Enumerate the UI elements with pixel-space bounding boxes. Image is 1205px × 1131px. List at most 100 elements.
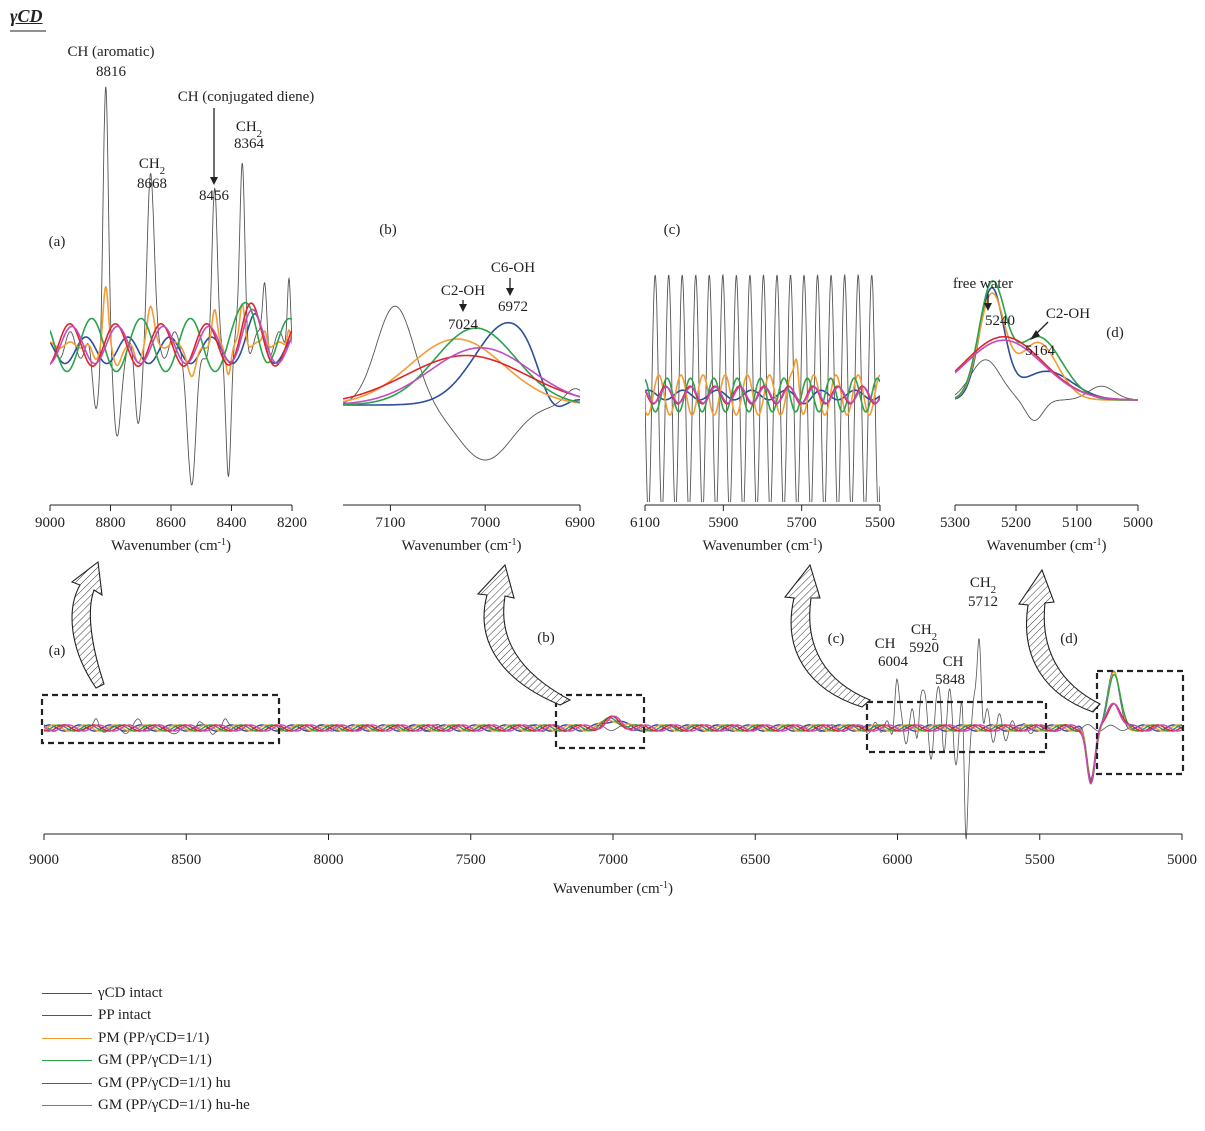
tick-label-main-6500: 6500 (740, 852, 770, 868)
series-gcd_intact-b (343, 321, 580, 408)
legend-item-pp_intact: PP intact (42, 1005, 250, 1028)
series-gm_huhe-b (343, 347, 580, 405)
annot-main-3-value: 5712 (968, 594, 998, 610)
tick-label-a-8800: 8800 (96, 515, 126, 531)
legend-item-gm: GM (PP/γCD=1/1) (42, 1050, 250, 1073)
tick-label-main-6000: 6000 (883, 852, 913, 868)
region-label-0: (a) (49, 643, 66, 659)
zoom-box-1 (554, 693, 646, 750)
annot-d-1-arrow-head (1030, 330, 1040, 340)
xlabel-b: Wavenumber (cm-1) (401, 537, 521, 555)
legend-swatch-gm (42, 1060, 92, 1062)
legend-item-gcd_intact: γCD intact (42, 982, 250, 1005)
tick-label-a-8600: 8600 (156, 515, 186, 531)
tick-label-a-9000: 9000 (35, 515, 65, 531)
legend: γCD intact PP intact PM (PP/γCD=1/1) GM (PP… (42, 982, 250, 1117)
legend-label-pm: PM (PP/γCD=1/1) (98, 1029, 210, 1046)
panel-c-lines (645, 273, 880, 502)
region-label-1: (b) (537, 630, 555, 646)
panel-b-lines (343, 305, 580, 461)
annot-a-0-value: 8816 (96, 64, 127, 80)
series-gm_hu-b (343, 354, 580, 400)
series-gm_huhe-a (50, 308, 292, 365)
legend-label-gm_huhe: GM (PP/γCD=1/1) hu-he (98, 1097, 250, 1114)
tick-label-main-5500: 5500 (1025, 852, 1055, 868)
tick-label-c-6100: 6100 (630, 515, 660, 531)
tick-label-main-7500: 7500 (456, 852, 486, 868)
annot-d-0-arrow-head (984, 303, 992, 311)
tick-label-b-6900: 6900 (565, 515, 595, 531)
region-label-3: (d) (1060, 631, 1078, 647)
series-pp_intact-b (343, 305, 580, 461)
series-gm-b (343, 327, 580, 406)
figure-title: γCD (10, 6, 43, 26)
legend-swatch-pp_intact (42, 1015, 92, 1017)
legend-label-gcd_intact: γCD intact (98, 984, 163, 1001)
tick-label-main-7000: 7000 (598, 852, 628, 868)
panel-label-c: (c) (664, 222, 681, 238)
legend-item-gm_hu: GM (PP/γCD=1/1) hu (42, 1072, 250, 1095)
annot-a-3-value: 8364 (234, 136, 265, 152)
annot-d-1-value: 5164 (1025, 343, 1056, 359)
annot-main-0-value: 6004 (878, 654, 909, 670)
panel-a-lines (50, 86, 292, 486)
annot-b-1-value: 6972 (498, 299, 528, 315)
annot-b-1-label: C6-OH (491, 260, 535, 276)
legend-item-gm_huhe: GM (PP/γCD=1/1) hu-he (42, 1095, 250, 1118)
tick-label-a-8400: 8400 (217, 515, 247, 531)
panel-label-d: (d) (1106, 325, 1124, 341)
xlabel-main: Wavenumber (cm-1) (553, 880, 673, 898)
region-label-2: (c) (828, 631, 845, 647)
annot-main-1-label: CH2 (911, 622, 937, 643)
legend-label-gm_hu: GM (PP/γCD=1/1) hu (98, 1074, 231, 1091)
zoom-box-0 (40, 693, 281, 745)
legend-item-pm: PM (PP/γCD=1/1) (42, 1027, 250, 1050)
series-pm-c (645, 358, 880, 416)
series-pp_intact-c (645, 273, 880, 502)
annot-main-3-label: CH2 (970, 575, 996, 596)
annot-a-1-label: CH2 (139, 156, 165, 177)
annot-b-0-arrow-head (459, 304, 467, 312)
legend-swatch-gm_hu (42, 1082, 92, 1084)
main-spectrum: 9000 8500 8000 7500 7000 6500 6000 5500 5000 Wave… (29, 575, 1197, 897)
annot-main-2-value: 5848 (935, 672, 965, 688)
tick-label-main-8000: 8000 (314, 852, 344, 868)
series-pm-b (343, 338, 580, 404)
xlabel-d: Wavenumber (cm-1) (986, 537, 1106, 555)
annot-d-0-label: free water (953, 276, 1013, 292)
tick-label-d-5100: 5100 (1062, 515, 1092, 531)
xlabel-c: Wavenumber (cm-1) (702, 537, 822, 555)
series-gm_hu-a (50, 302, 292, 367)
annot-main-0-label: CH (875, 636, 896, 652)
annot-a-0-label: CH (aromatic) (67, 44, 154, 60)
annot-b-0-label: C2-OH (441, 283, 485, 299)
tick-label-c-5900: 5900 (708, 515, 738, 531)
zoom-arrow-0 (70, 560, 105, 689)
xlabel-a: Wavenumber (cm-1) (111, 537, 231, 555)
annot-main-2-label: CH (943, 654, 964, 670)
series-pm-a (50, 285, 292, 378)
zoom-arrow-2 (783, 563, 872, 708)
tick-label-a-8200: 8200 (277, 515, 307, 531)
annot-a-3-label: CH2 (236, 119, 262, 140)
panel-c: 6100 5900 5700 5500 Wavenumber (cm-1) (630, 273, 895, 555)
series-gm-a (50, 301, 292, 373)
annot-a-2-arrow-head (210, 177, 218, 185)
zoom-arrow-1 (476, 563, 572, 706)
annot-b-1-arrow-head (506, 288, 514, 296)
panel-label-b: (b) (379, 222, 397, 238)
legend-swatch-gcd_intact (42, 992, 92, 994)
tick-label-d-5200: 5200 (1001, 515, 1031, 531)
tick-label-c-5500: 5500 (865, 515, 895, 531)
series-gm_huhe-d (955, 339, 1138, 401)
panel-b: 7100 7000 6900 Wavenumber (cm-1) (343, 305, 595, 555)
series-gcd_intact-c (645, 389, 880, 405)
tick-label-main-8500: 8500 (171, 852, 201, 868)
panel-label-a: (a) (49, 234, 66, 250)
legend-label-pp_intact: PP intact (98, 1007, 152, 1024)
legend-label-gm: GM (PP/γCD=1/1) (98, 1052, 212, 1069)
tick-label-c-5700: 5700 (787, 515, 817, 531)
series-gm-main (43, 673, 1183, 780)
